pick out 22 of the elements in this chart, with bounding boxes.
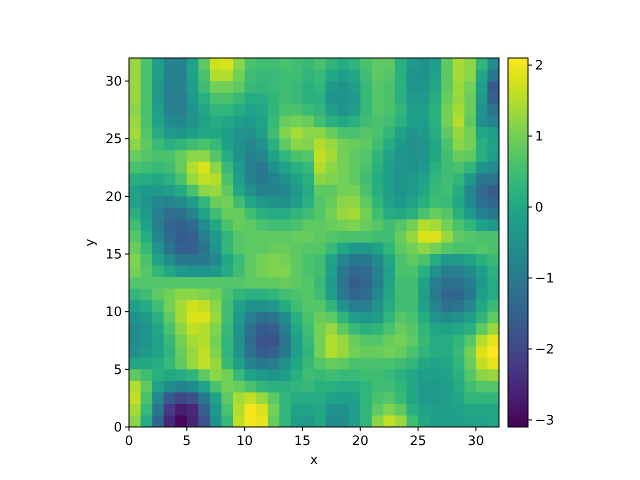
color-bar-label: 1 [535,130,544,145]
y-tick-label: 15 [105,248,122,263]
y-tick-label: 5 [114,362,122,378]
x-tick-label: 30 [468,434,484,449]
y-tick-label: 10 [105,305,122,320]
x-tick-label: 0 [124,434,134,449]
color-bar-label: −3 [535,413,554,428]
color-bar-label: 0 [535,200,544,216]
x-tick-label: 15 [294,434,311,449]
y-tick-label: 20 [105,190,122,205]
color-bar-label: −1 [535,271,554,286]
y-axis-title: y [83,238,98,246]
y-tick-label: 0 [114,420,122,436]
y-tick-label: 25 [105,132,122,148]
x-tick-label: 20 [352,434,369,449]
x-tick-label: 5 [182,434,191,449]
y-tick-label: 30 [105,74,122,90]
color-bar-label: −2 [535,342,554,358]
x-tick-label: 25 [410,434,426,449]
color-bar-label: 2 [535,58,544,74]
x-tick-label: 10 [236,434,253,449]
x-axis-title: x [310,453,318,468]
